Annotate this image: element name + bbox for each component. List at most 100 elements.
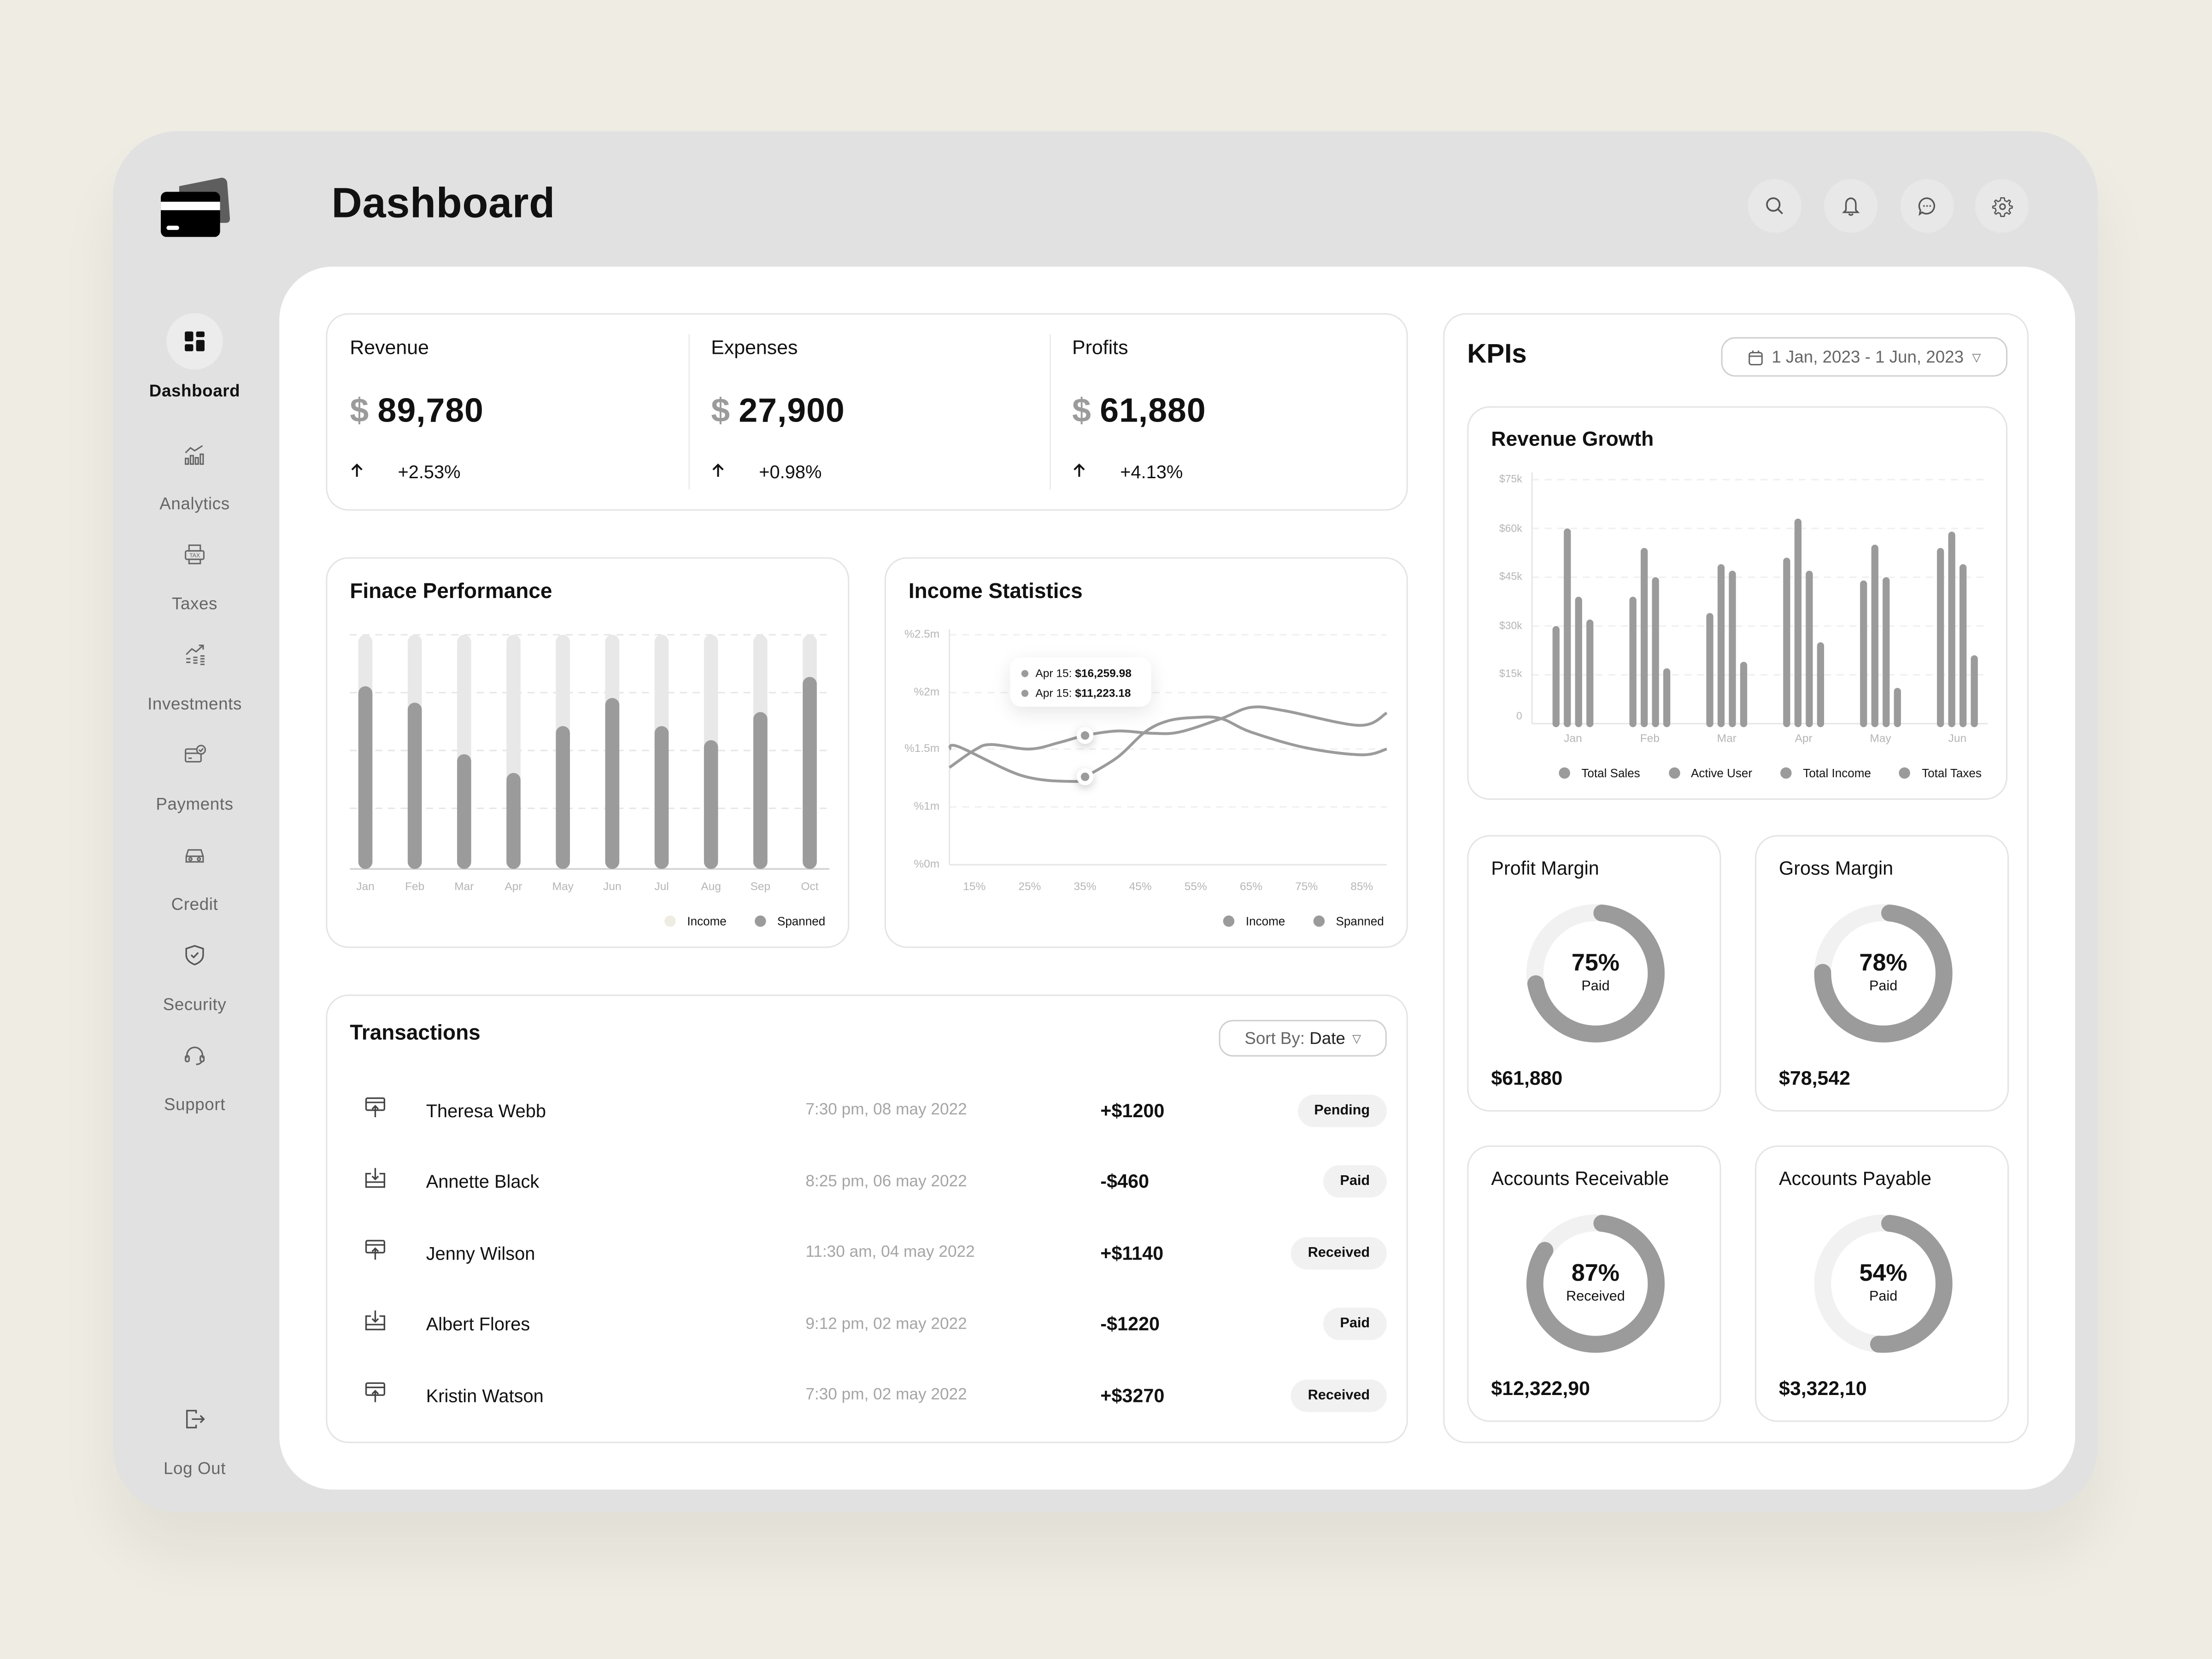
kpi-title: Profit Margin (1491, 857, 1599, 879)
kpis-title: KPIs (1467, 340, 1527, 370)
x-tick-label: 35% (1074, 880, 1097, 893)
stat-value-wrap: $27,900 (711, 392, 845, 432)
transaction-amount: -$1220 (1100, 1313, 1160, 1335)
sidebar-item-label: Payments (156, 794, 234, 814)
y-tick-label: %0m (914, 857, 940, 871)
legend-item: Total Income (1780, 766, 1871, 780)
upload-icon (364, 1096, 387, 1125)
stat-change: +4.13% (1072, 461, 1183, 482)
sidebar-item-credit[interactable]: Credit (138, 827, 251, 914)
chevron-down-icon: ▽ (1352, 1032, 1361, 1045)
svg-text:TAX: TAX (189, 552, 200, 558)
legend-label: Total Sales (1581, 766, 1640, 780)
messages-button[interactable] (1900, 179, 1954, 233)
sidebar-item-label: Credit (171, 894, 218, 915)
x-tick-label: 15% (963, 880, 986, 893)
search-button[interactable] (1748, 179, 1802, 233)
sidebar-item-security[interactable]: Security (138, 927, 251, 1014)
settings-button[interactable] (1975, 179, 2029, 233)
sidebar-item-support[interactable]: Support (138, 1027, 251, 1114)
transaction-row[interactable]: Theresa Webb 7:30 pm, 08 may 2022 +$1200 Pe… (327, 1089, 1409, 1131)
x-tick-label: Jun (603, 880, 622, 893)
x-tick-label: Jul (654, 880, 669, 893)
bell-icon (1842, 196, 1860, 216)
sidebar-item-label: Security (163, 994, 227, 1014)
gear-icon (1991, 196, 2013, 217)
tooltip-label: Apr 15: (1035, 667, 1075, 680)
stat-value-wrap: $61,880 (1072, 392, 1206, 432)
income-statistics-card: Income Statistics %0m %1m %1.5m %2m %2.5m 15%… (884, 557, 1408, 948)
legend-label: Total Taxes (1922, 766, 1982, 780)
stat-change-value: +0.98% (759, 461, 822, 483)
x-tick-label: Aug (701, 880, 721, 893)
kpi-value: $12,322,90 (1491, 1377, 1590, 1400)
summary-stats-card: Revenue $89,780 +2.53% Expenses $27,900 +0.98… (326, 313, 1408, 511)
currency-symbol: $ (711, 392, 731, 430)
revenue-growth-card: Revenue Growth 0 $15k $30k $45k $60k $75k Jan F… (1467, 406, 2008, 800)
currency-symbol: $ (1072, 392, 1091, 430)
stat-expenses: Expenses $27,900 +0.98% (688, 315, 1027, 512)
chart-legend: Income Spanned (1223, 914, 1384, 928)
sort-dropdown[interactable]: Sort By: Date ▽ (1219, 1020, 1387, 1057)
download-icon (364, 1167, 387, 1196)
analytics-icon (166, 426, 223, 482)
donut-chart (1814, 904, 1953, 1043)
transaction-row[interactable]: Annette Black 8:25 pm, 06 may 2022 -$460 Pa… (327, 1160, 1409, 1202)
transaction-date: 8:25 pm, 06 may 2022 (805, 1172, 967, 1190)
donut-chart (1814, 1214, 1953, 1353)
sidebar-item-taxes[interactable]: TAX Taxes (138, 526, 251, 614)
stat-value: 89,780 (377, 392, 484, 430)
transaction-date: 7:30 pm, 08 may 2022 (805, 1102, 967, 1119)
legend-swatch (664, 915, 676, 927)
page-title: Dashboard (331, 180, 555, 227)
chart-tooltip: Apr 15: $16,259.98 Apr 15: $11,223.18 (1010, 657, 1151, 707)
divider (688, 334, 690, 490)
card-title: Income Statistics (908, 580, 1083, 604)
y-tick-label: $60k (1499, 521, 1522, 534)
kpi-sub-label: Paid (1869, 979, 1898, 995)
legend-label: Income (1245, 914, 1285, 928)
sidebar-item-payments[interactable]: Payments (138, 727, 251, 814)
chevron-down-icon: ▽ (1972, 350, 1981, 363)
legend-label: Total Income (1803, 766, 1871, 780)
transaction-date: 9:12 pm, 02 may 2022 (805, 1315, 967, 1332)
search-icon (1766, 197, 1784, 215)
transaction-amount: +$1140 (1100, 1242, 1164, 1263)
sidebar-item-label: Investments (147, 694, 242, 714)
kpi-percent: 54% (1859, 1260, 1907, 1287)
download-icon (364, 1309, 387, 1338)
legend-swatch (1780, 767, 1792, 779)
highlight-marker[interactable] (1076, 727, 1094, 744)
notifications-button[interactable] (1824, 179, 1878, 233)
y-tick-label: 0 (1516, 709, 1522, 722)
date-range-picker[interactable]: 1 Jan, 2023 - 1 Jun, 2023 ▽ (1721, 337, 2008, 377)
legend-swatch (1313, 915, 1325, 927)
x-tick-label: Apr (1795, 732, 1813, 745)
x-tick-label: Mar (1717, 732, 1737, 745)
donut-progress (1814, 1214, 1953, 1353)
arrow-up-icon (1072, 461, 1097, 482)
sidebar-item-analytics[interactable]: Analytics (138, 426, 251, 514)
sidebar-item-dashboard[interactable]: Dashboard (138, 313, 251, 401)
kpi-value: $3,322,10 (1779, 1377, 1867, 1400)
sidebar-item-investments[interactable]: Investments (138, 626, 251, 714)
transactions-card: Transactions Sort By: Date ▽ Theresa Web… (326, 994, 1409, 1443)
transaction-row[interactable]: Albert Flores 9:12 pm, 02 may 2022 -$1220 P… (327, 1303, 1409, 1345)
donut-progress (1814, 904, 1953, 1043)
chart-legend: Income Spanned (664, 914, 825, 928)
card-title: Revenue Growth (1491, 428, 1654, 451)
line-spanned (948, 705, 1388, 769)
status-badge: Pending (1297, 1094, 1387, 1126)
highlight-marker[interactable] (1076, 768, 1094, 786)
x-tick-label: Feb (405, 880, 425, 893)
kpi-accounts-receivable-card: Accounts Receivable 87% Received $12,322,90 (1467, 1145, 1721, 1422)
tax-icon: TAX (166, 526, 223, 582)
status-badge: Received (1291, 1379, 1387, 1412)
transaction-row[interactable]: Jenny Wilson 11:30 am, 04 may 2022 +$1140 R… (327, 1231, 1409, 1274)
logout-button[interactable]: Log Out (138, 1391, 251, 1478)
kpi-title: Accounts Payable (1779, 1168, 1931, 1190)
tooltip-row: Apr 15: $11,223.18 (1021, 684, 1151, 704)
shield-icon (166, 927, 223, 983)
x-tick-label: 25% (1018, 880, 1041, 893)
transaction-row[interactable]: Kristin Watson 7:30 pm, 02 may 2022 +$3270… (327, 1374, 1409, 1416)
